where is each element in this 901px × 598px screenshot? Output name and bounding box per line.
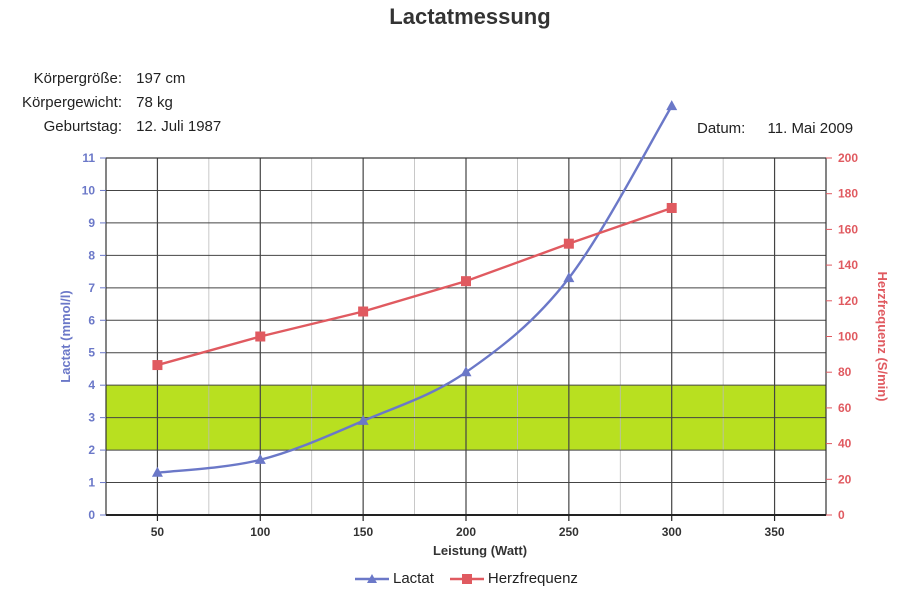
y-tick-label: 3	[88, 411, 95, 425]
lactat-point	[357, 414, 369, 425]
weight-row: Körpergewicht: 78 kg	[10, 94, 173, 111]
y-tick-label: 7	[88, 281, 95, 295]
y-tick-label: 5	[88, 346, 95, 360]
y2-tick-label: 20	[838, 472, 852, 486]
height-row: Körpergröße: 197 cm	[10, 70, 186, 87]
legend-herzfrequenz-swatch	[449, 573, 484, 584]
y2-tick-label: 120	[838, 294, 858, 308]
y2-tick-label: 60	[838, 401, 852, 415]
y-tick-label: 9	[88, 216, 95, 230]
y-tick-label: 2	[88, 443, 95, 457]
birthday-row: Geburtstag: 12. Juli 1987	[10, 118, 222, 135]
y2-tick-label: 0	[838, 508, 845, 522]
lactat-point	[254, 453, 266, 464]
y2-tick-label: 180	[838, 187, 858, 201]
height-value: 197 cm	[136, 70, 186, 87]
herzfrequenz-point	[461, 276, 471, 287]
y-tick-label: 8	[88, 248, 95, 262]
legend-lactat-label: Lactat	[393, 570, 434, 587]
x-tick-label: 250	[559, 525, 579, 539]
lactat-point	[563, 272, 575, 283]
x-tick-label: 100	[250, 525, 270, 539]
y2-tick-label: 40	[838, 437, 852, 451]
series-line-herzfrequenz	[157, 206, 673, 367]
lactat-point	[151, 466, 163, 477]
herzfrequenz-point	[255, 331, 266, 342]
x-tick-label: 350	[765, 525, 785, 539]
legend-lactat-swatch	[355, 573, 389, 583]
herzfrequenz-point	[152, 360, 163, 371]
herzfrequenz-point	[358, 306, 369, 317]
weight-value: 78 kg	[136, 94, 173, 111]
weight-label: Körpergewicht:	[21, 94, 122, 111]
y2-tick-label: 160	[838, 222, 858, 236]
x-tick-label: 300	[662, 525, 682, 539]
y2-tick-label: 100	[838, 330, 858, 344]
date-label: Datum:	[697, 120, 746, 137]
birthday-label: Geburtstag:	[43, 118, 122, 135]
legend-item-lactat: Lactat	[355, 570, 434, 587]
y-tick-label: 4	[88, 378, 95, 392]
herzfrequenz-point	[563, 238, 574, 249]
y2-axis-label: Herzfrequenz (S/min)	[875, 271, 890, 401]
herzfrequenz-point	[666, 202, 677, 213]
lactat-point	[460, 366, 472, 377]
y2-tick-label: 200	[838, 151, 858, 165]
x-axis-label: Leistung (Watt)	[433, 543, 527, 558]
date-value: 11. Mai 2009	[767, 120, 854, 137]
x-tick-label: 50	[151, 525, 165, 539]
x-tick-label: 200	[456, 525, 476, 539]
date-row: Datum: 11. Mai 2009	[697, 120, 853, 137]
y-tick-label: 1	[88, 476, 95, 490]
y-tick-label: 0	[88, 508, 95, 522]
legend: Lactat Herzfrequenz	[355, 570, 588, 587]
chart-title: Lactatmessung	[389, 4, 551, 29]
y2-tick-label: 140	[838, 258, 858, 272]
height-label: Körpergröße:	[33, 70, 122, 87]
y2-tick-label: 80	[838, 365, 852, 379]
lactat-point	[666, 100, 678, 111]
legend-item-herzfrequenz: Herzfrequenz	[449, 570, 578, 587]
legend-herzfrequenz-label: Herzfrequenz	[487, 570, 578, 587]
y-tick-label: 11	[82, 151, 95, 165]
y-axis-label: Lactat (mmol/l)	[58, 290, 73, 382]
y-tick-label: 10	[82, 183, 96, 197]
x-tick-label: 150	[353, 525, 373, 539]
y-tick-label: 6	[88, 313, 95, 327]
birthday-value: 12. Juli 1987	[136, 118, 222, 135]
